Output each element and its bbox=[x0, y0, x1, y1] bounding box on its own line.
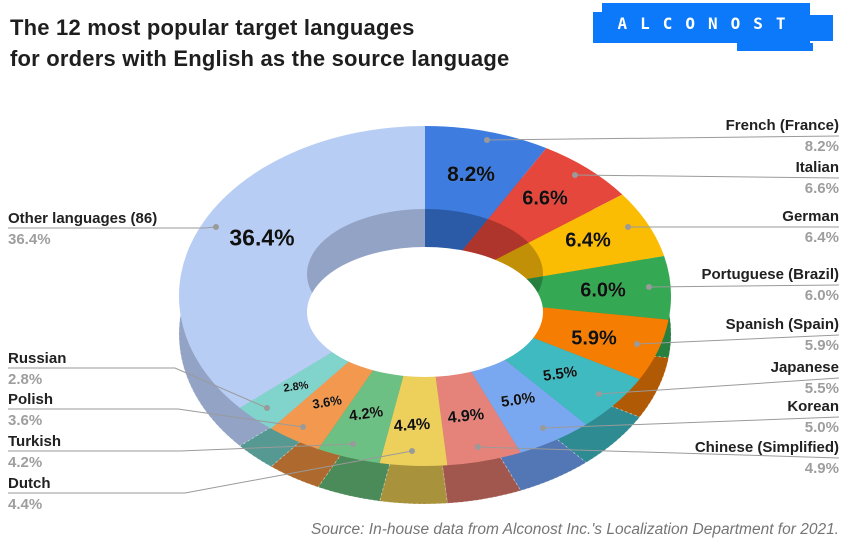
alconost-logo-text: ALCONOST bbox=[617, 13, 799, 33]
callout-pct-korean: 5.0% bbox=[804, 419, 839, 436]
leader-line-french-france bbox=[486, 135, 840, 141]
leader-line-russian bbox=[8, 367, 268, 409]
callout-name-russian: Russian bbox=[8, 350, 67, 367]
leader-line-spanish-spain bbox=[636, 334, 840, 345]
leader-dot-japanese bbox=[596, 391, 602, 397]
callout-name-spanish-spain: Spanish (Spain) bbox=[725, 316, 839, 333]
callout-name-japanese: Japanese bbox=[770, 359, 839, 376]
alconost-logo-pixel-bottom bbox=[737, 43, 813, 51]
callout-polish: Polish 3.6% bbox=[8, 389, 53, 431]
source-note: Source: In-house data from Alconost Inc.… bbox=[311, 521, 839, 538]
leader-line-turkish bbox=[8, 443, 354, 452]
leader-line-japanese bbox=[598, 377, 840, 395]
callout-name-dutch: Dutch bbox=[8, 475, 51, 492]
page-title: The 12 most popular target languages for… bbox=[10, 12, 509, 74]
leader-dot-italian bbox=[572, 172, 578, 178]
callout-name-french-france: French (France) bbox=[725, 117, 839, 134]
leader-dot-french-france bbox=[484, 137, 490, 143]
leader-dot-chinese-simplified bbox=[475, 444, 481, 450]
slice-value-dutch: 4.4% bbox=[393, 415, 431, 436]
leader-line-portuguese-brazil bbox=[648, 284, 840, 288]
slice-other-languages-86 bbox=[178, 126, 425, 408]
alconost-logo: ALCONOST bbox=[593, 3, 847, 55]
leader-dot-dutch bbox=[409, 448, 415, 454]
callout-name-italian: Italian bbox=[795, 159, 839, 176]
leader-line-korean bbox=[542, 416, 840, 429]
callout-pct-dutch: 4.4% bbox=[8, 496, 43, 513]
callout-pct-french-france: 8.2% bbox=[804, 138, 839, 155]
leader-dot-portuguese-brazil bbox=[646, 284, 652, 290]
callout-pct-portuguese-brazil: 6.0% bbox=[804, 287, 839, 304]
callout-pct-german: 6.4% bbox=[804, 229, 839, 246]
callout-other-languages-86: Other languages (86) 36.4% bbox=[8, 208, 157, 250]
callout-german: German 6.4% bbox=[782, 206, 839, 248]
leader-line-italian bbox=[574, 174, 840, 179]
donut-hole bbox=[307, 247, 543, 377]
callout-italian: Italian 6.6% bbox=[796, 157, 839, 199]
callout-portuguese-brazil: Portuguese (Brazil) 6.0% bbox=[701, 264, 839, 306]
alconost-logo-pixel-right bbox=[810, 15, 833, 41]
callout-chinese-simplified: Chinese (Simplified) 4.9% bbox=[695, 437, 839, 479]
callout-pct-italian: 6.6% bbox=[804, 180, 839, 197]
leader-line-dutch bbox=[8, 450, 413, 494]
callout-pct-japanese: 5.5% bbox=[804, 380, 839, 397]
leader-dot-korean bbox=[540, 425, 546, 431]
leader-dot-polish bbox=[300, 424, 306, 430]
slice-value-german: 6.4% bbox=[565, 229, 611, 252]
callout-name-korean: Korean bbox=[787, 398, 839, 415]
callout-name-other-languages-86: Other languages (86) bbox=[8, 210, 158, 227]
leader-line-chinese-simplified bbox=[477, 446, 840, 459]
leader-line-other-languages-86 bbox=[8, 226, 217, 229]
callout-name-polish: Polish bbox=[8, 391, 54, 408]
callout-name-chinese-simplified: Chinese (Simplified) bbox=[694, 439, 839, 456]
callout-dutch: Dutch 4.4% bbox=[8, 473, 51, 515]
callout-pct-other-languages-86: 36.4% bbox=[8, 231, 51, 248]
leader-dot-german bbox=[625, 224, 631, 230]
page-title-line1: The 12 most popular target languages bbox=[10, 15, 415, 40]
alconost-logo-banner: ALCONOST bbox=[593, 3, 810, 43]
callout-korean: Korean 5.0% bbox=[787, 396, 839, 438]
slice-portuguese-brazil bbox=[425, 256, 672, 320]
callout-pct-spanish-spain: 5.9% bbox=[804, 337, 839, 354]
callout-french-france: French (France) 8.2% bbox=[726, 115, 839, 157]
slice-value-portuguese-brazil: 6.0% bbox=[580, 279, 626, 302]
callout-japanese: Japanese 5.5% bbox=[771, 357, 839, 399]
leader-lines bbox=[8, 135, 840, 494]
leader-dot-turkish bbox=[350, 441, 356, 447]
slice-value-french-france: 8.2% bbox=[447, 163, 495, 186]
callout-name-portuguese-brazil: Portuguese (Brazil) bbox=[701, 266, 839, 283]
slice-value-other-languages-86: 36.4% bbox=[229, 224, 295, 251]
callout-spanish-spain: Spanish (Spain) 5.9% bbox=[726, 314, 839, 356]
leader-dot-russian bbox=[264, 405, 270, 411]
callout-pct-russian: 2.8% bbox=[8, 371, 43, 388]
slice-value-spanish-spain: 5.9% bbox=[571, 327, 617, 350]
callout-pct-turkish: 4.2% bbox=[8, 454, 43, 471]
callout-name-turkish: Turkish bbox=[8, 433, 62, 450]
slice-value-italian: 6.6% bbox=[522, 187, 568, 210]
leader-dot-spanish-spain bbox=[634, 341, 640, 347]
alconost-logo-notch bbox=[593, 3, 602, 12]
callout-russian: Russian 2.8% bbox=[8, 348, 66, 390]
callout-name-german: German bbox=[782, 208, 839, 225]
page-title-line2: for orders with English as the source la… bbox=[10, 46, 510, 71]
leader-dot-other-languages-86 bbox=[213, 224, 219, 230]
callout-pct-chinese-simplified: 4.9% bbox=[804, 460, 839, 477]
slice-value-chinese-simplified: 4.9% bbox=[446, 406, 485, 427]
leader-line-polish bbox=[8, 408, 304, 428]
callout-pct-polish: 3.6% bbox=[8, 412, 43, 429]
callout-turkish: Turkish 4.2% bbox=[8, 431, 61, 473]
